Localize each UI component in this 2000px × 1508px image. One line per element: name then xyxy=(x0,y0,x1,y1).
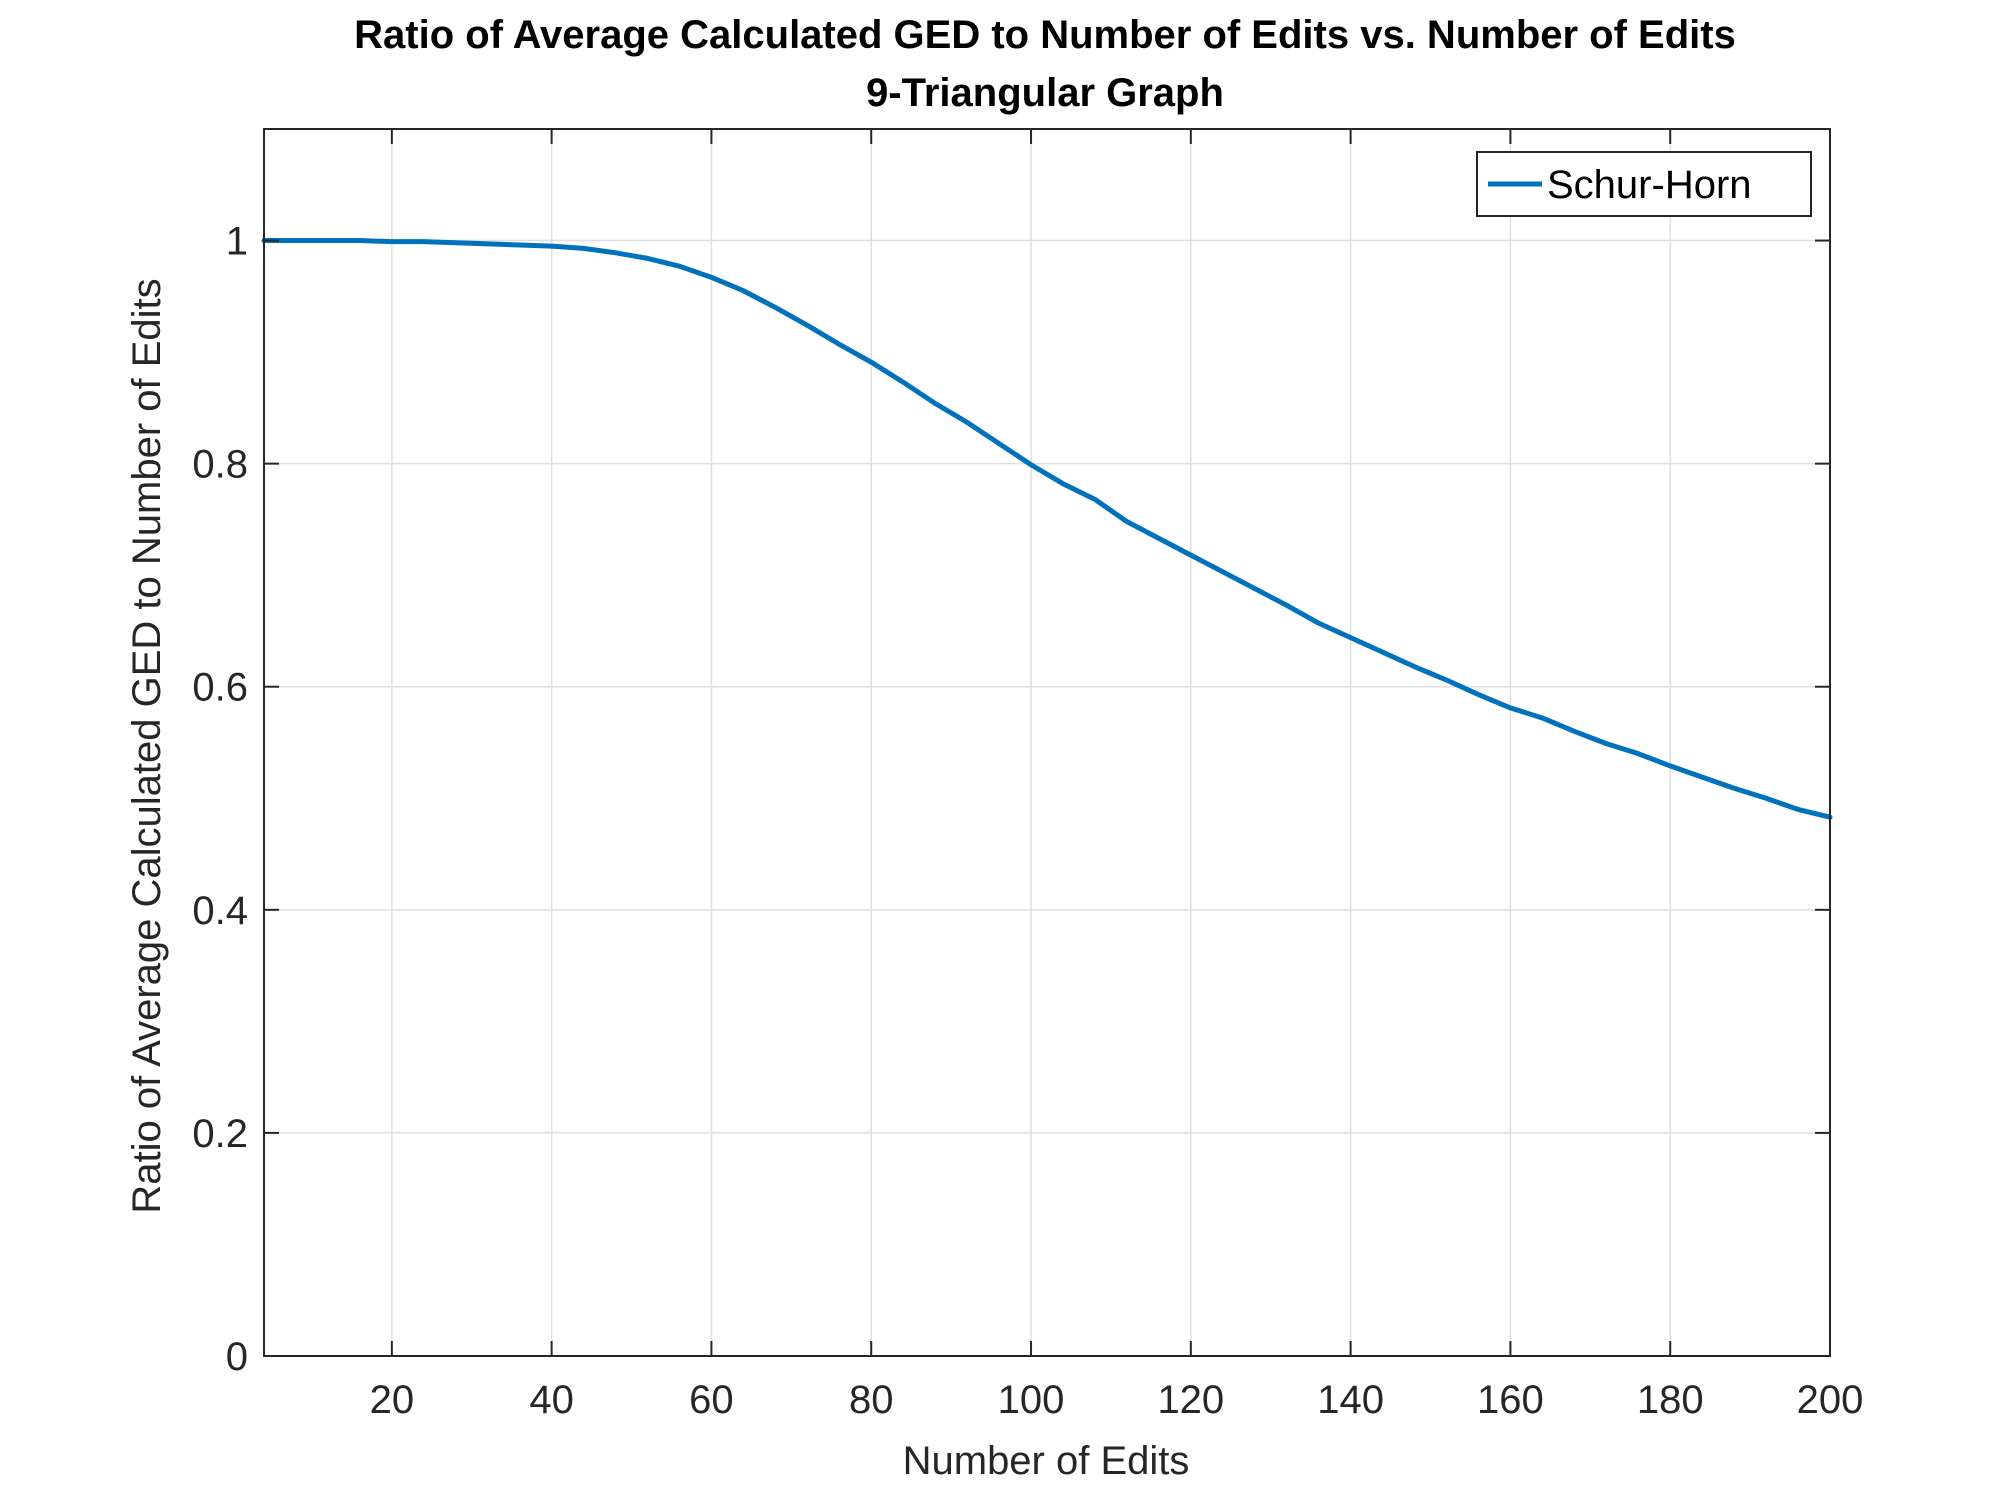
y-tick-label-0.6: 0.6 xyxy=(192,666,248,710)
x-tick-label-80: 80 xyxy=(849,1378,894,1422)
x-tick-label-200: 200 xyxy=(1797,1378,1864,1422)
x-tick-label-140: 140 xyxy=(1317,1378,1384,1422)
x-tick-label-20: 20 xyxy=(370,1378,415,1422)
y-tick-label-0.2: 0.2 xyxy=(192,1112,248,1156)
plot-area xyxy=(264,129,1830,1356)
x-tick-label-160: 160 xyxy=(1477,1378,1544,1422)
y-tick-label-1: 1 xyxy=(226,220,248,264)
legend: Schur-Horn xyxy=(1476,151,1812,217)
x-tick-label-40: 40 xyxy=(529,1378,574,1422)
series-layer xyxy=(261,238,1833,820)
axes-box xyxy=(263,128,1831,1357)
legend-label-schur-horn: Schur-Horn xyxy=(1547,163,1752,207)
y-tick-label-0.8: 0.8 xyxy=(192,443,248,487)
axes-frame xyxy=(263,128,1831,1357)
chart-subtitle: 9-Triangular Graph xyxy=(866,71,1224,115)
x-tick-label-60: 60 xyxy=(689,1378,734,1422)
y-tick-label-0.4: 0.4 xyxy=(192,889,248,933)
tick-labels: 20 40 60 80 100 120 140 160 180 200 0 0.2 0.4 0.6 0.8 1 xyxy=(192,220,1863,1422)
series-line-schur-horn xyxy=(261,238,1833,820)
y-tick-label-0: 0 xyxy=(226,1335,248,1379)
tick-marks xyxy=(264,129,1831,1357)
y-axis-label: Ratio of Average Calculated GED to Numbe… xyxy=(125,278,169,1213)
x-tick-label-180: 180 xyxy=(1637,1378,1704,1422)
chart-title: Ratio of Average Calculated GED to Numbe… xyxy=(354,13,1736,57)
x-tick-label-100: 100 xyxy=(998,1378,1065,1422)
x-axis-label: Number of Edits xyxy=(903,1439,1190,1483)
x-tick-label-120: 120 xyxy=(1157,1378,1224,1422)
